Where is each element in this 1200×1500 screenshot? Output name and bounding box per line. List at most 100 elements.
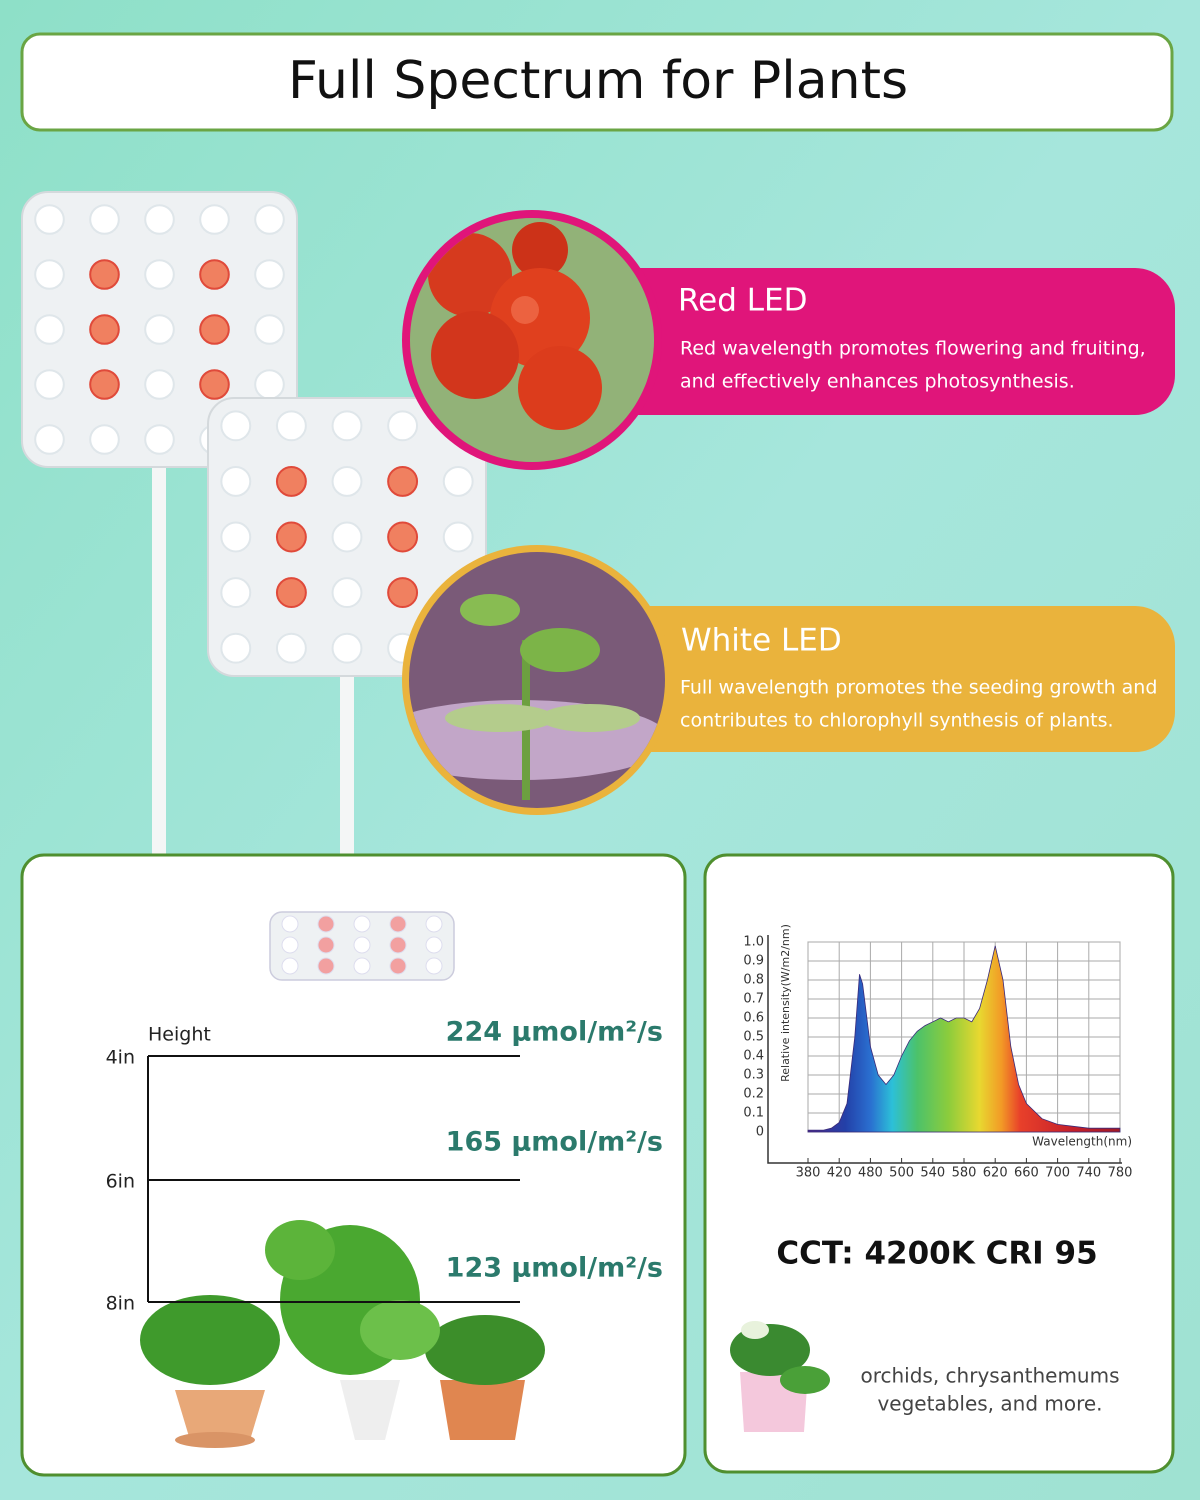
mini-led [317,936,335,954]
mini-led [389,957,407,975]
red-led [89,369,120,400]
mini-led [389,915,407,933]
red-led [275,577,307,609]
x-axis-label: Wavelength(nm) [1032,1135,1132,1149]
white-led [144,424,175,455]
x-tick-label: 660 [1014,1166,1039,1181]
white-led [34,314,65,345]
y-tick-label: 0 [756,1125,764,1140]
x-tick-label: 500 [889,1166,914,1181]
lamp-stem [340,672,354,855]
feature-description: Red wavelength promotes flowering and fr… [680,338,1146,360]
x-tick-label: 780 [1108,1166,1133,1181]
red-led [89,259,120,290]
x-tick-label: 700 [1045,1166,1070,1181]
title-box [20,32,1174,132]
white-led [89,204,120,235]
y-tick-label: 0.5 [743,1030,764,1045]
mini-led [389,936,407,954]
led-panels [21,191,487,677]
white-led [331,632,363,664]
white-led [442,465,474,497]
white-pill [525,606,1175,752]
x-tick-label: 420 [827,1166,852,1181]
white-led [34,259,65,290]
white-led [254,204,285,235]
red-led [199,259,230,290]
red-led [199,369,230,400]
white-led [34,204,65,235]
white-led [144,314,175,345]
red-led [275,465,307,497]
y-tick-label: 1.0 [743,935,764,950]
height-label: Height [148,1024,211,1046]
height-tick-label: 4in [106,1047,135,1069]
white-led [331,521,363,553]
spectrum-area [807,945,1121,1133]
y-tick-label: 0.3 [743,1068,764,1083]
white-led [144,369,175,400]
white-led [275,410,307,442]
ppfd-value: 165 μmol/m²/s [446,1127,663,1158]
mini-led [425,915,443,933]
x-tick-label: 740 [1076,1166,1101,1181]
white-led [254,314,285,345]
red-led [275,521,307,553]
white-led [275,632,307,664]
y-tick-label: 0.6 [743,1011,764,1026]
white-led [34,424,65,455]
white-led [254,369,285,400]
white-led [220,465,252,497]
y-tick-label: 0.4 [743,1049,764,1064]
white-led [220,577,252,609]
mini-led [281,936,299,954]
y-tick-label: 0.8 [743,973,764,988]
white-led [442,521,474,553]
white-led [220,521,252,553]
x-tick-label: 540 [920,1166,945,1181]
x-tick-label: 480 [858,1166,883,1181]
mini-led [269,911,455,981]
mini-led [281,957,299,975]
white-led [387,410,419,442]
height-tick-label: 6in [106,1171,135,1193]
feature-description: and effectively enhances photosynthesis. [680,371,1075,393]
ppfd-value: 123 μmol/m²/s [446,1253,663,1284]
white-led [331,410,363,442]
axis-frame [767,935,1122,1164]
white-led [144,259,175,290]
ppfd-value: 224 μmol/m²/s [446,1017,663,1048]
mini-led [425,957,443,975]
white-led [144,204,175,235]
feature-title: White LED [681,623,842,659]
white-led [199,204,230,235]
red-led [89,314,120,345]
white-led [220,410,252,442]
height-tick-label: 8in [106,1293,135,1315]
page-title: Full Spectrum for Plants [288,51,908,111]
tomato-photo [410,218,654,462]
red-led [199,314,230,345]
red-pill [520,268,1175,415]
y-tick-label: 0.1 [743,1106,764,1121]
feature-description: contributes to chlorophyll synthesis of … [680,710,1114,732]
seedling-photo [409,552,665,808]
pot-plant [730,1321,830,1432]
red-led [387,521,419,553]
x-tick-label: 580 [952,1166,977,1181]
mini-led [317,915,335,933]
feature-description: Full wavelength promotes the seeding gro… [680,677,1157,699]
mini-led [425,936,443,954]
mini-led [353,936,371,954]
x-tick-label: 620 [983,1166,1008,1181]
white-led [331,577,363,609]
y-tick-label: 0.2 [743,1087,764,1102]
specs: CCT: 4200K CRI 95 [776,1236,1097,1272]
plants [140,1220,545,1448]
red-led [387,577,419,609]
mini-led [317,957,335,975]
lamp-stem [152,465,166,855]
mini-led [353,915,371,933]
mini-led [353,957,371,975]
